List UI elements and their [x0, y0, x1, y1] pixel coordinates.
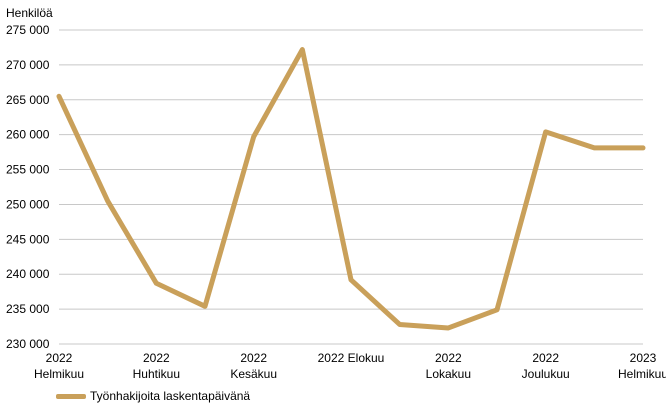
x-tick-label-line1: 2023 — [630, 351, 657, 365]
y-tick-labels: 230 000 235 000 240 000 245 000 250 000 255 0… — [6, 23, 50, 351]
x-tick-labels: 2022 Helmikuu 2022 Huhtikuu 2022 Kesäkuu 2022 … — [34, 351, 666, 381]
x-tick-label-line2: Helmikuu — [34, 367, 84, 381]
x-tick-label-line2: Lokakuu — [426, 367, 471, 381]
x-tick-label-line1: 2022 — [435, 351, 462, 365]
y-tick-label: 265 000 — [6, 93, 50, 107]
x-tick-label-line2: Joulukuu — [522, 367, 570, 381]
y-tick-label: 245 000 — [6, 232, 50, 246]
y-axis-unit-label: Henkilöä — [6, 6, 53, 20]
y-tick-label: 255 000 — [6, 163, 50, 177]
legend-swatch — [56, 393, 86, 399]
y-tick-label: 230 000 — [6, 337, 50, 351]
x-tick-label-line1: 2022 — [143, 351, 170, 365]
x-tick-label-line1: 2022 — [46, 351, 73, 365]
line-chart: 230 000 235 000 240 000 245 000 250 000 255 0… — [6, 23, 666, 381]
y-tick-label: 250 000 — [6, 197, 50, 211]
x-tick-label-line2: Huhtikuu — [133, 367, 180, 381]
x-tick-label-line1: 2022 — [532, 351, 559, 365]
x-tick-label-line1: 2022 Elokuu — [318, 351, 385, 365]
y-tick-label: 260 000 — [6, 128, 50, 142]
series-lines — [56, 47, 646, 331]
gridlines — [59, 29, 643, 345]
legend-label: Työnhakijoita laskentapäivänä — [90, 389, 251, 403]
y-tick-label: 240 000 — [6, 267, 50, 281]
series-line — [56, 47, 646, 331]
x-tick-label-line2: Helmikuu — [618, 367, 666, 381]
y-tick-label: 270 000 — [6, 58, 50, 72]
legend: Työnhakijoita laskentapäivänä — [56, 389, 250, 403]
x-tick-label-line1: 2022 — [240, 351, 267, 365]
x-tick-label-line2: Kesäkuu — [230, 367, 277, 381]
y-tick-label: 275 000 — [6, 23, 50, 37]
y-tick-label: 235 000 — [6, 302, 50, 316]
